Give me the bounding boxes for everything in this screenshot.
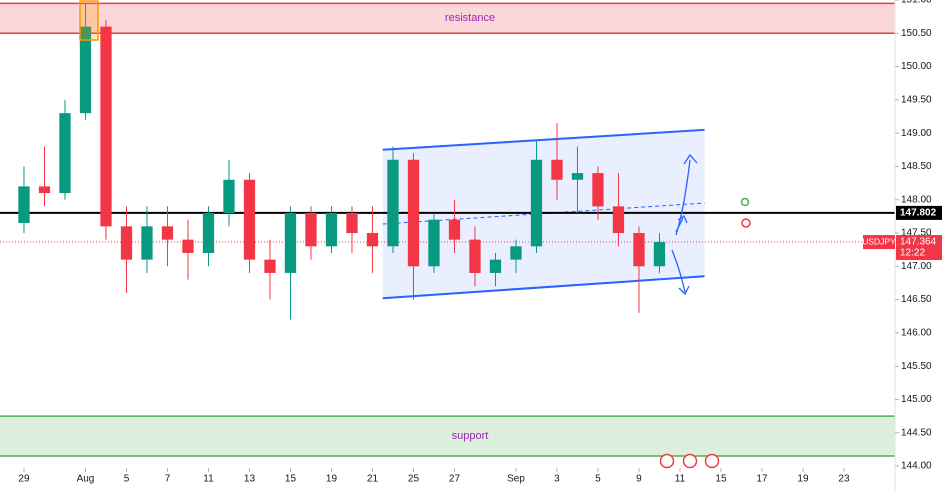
candle-body [284, 213, 297, 273]
x-tick-label: Aug [77, 474, 95, 485]
x-tick-label: 9 [636, 474, 642, 485]
candle-body [264, 259, 276, 273]
arrow-down [671, 249, 690, 296]
y-tick-label: 148.50 [901, 161, 932, 172]
candle-body [223, 179, 235, 214]
symbol-label: USDJPY [862, 236, 896, 246]
x-tick-label: Sep [507, 474, 525, 485]
candle-body [633, 233, 645, 267]
candle-body [243, 179, 256, 260]
candle-body [366, 233, 379, 247]
x-tick-label: 15 [715, 474, 727, 485]
candle-body [325, 213, 338, 247]
y-tick-label: 144.00 [901, 461, 932, 472]
x-tick-label: 19 [326, 474, 338, 485]
candle-body [202, 213, 215, 253]
x-tick-label: 29 [18, 474, 30, 485]
candle-body [18, 186, 30, 224]
y-tick-label: 150.00 [901, 61, 932, 72]
x-tick-label: 15 [285, 474, 297, 485]
candle-body [161, 226, 174, 240]
y-tick-label: 146.50 [901, 294, 932, 305]
y-tick-label: 144.50 [901, 427, 932, 438]
candle-body [182, 239, 194, 253]
channel-lower [382, 275, 705, 300]
zone [0, 3, 895, 34]
y-tick-label: 145.50 [901, 361, 932, 372]
candle-body [305, 213, 317, 247]
candle-body [551, 159, 563, 180]
candle-body [346, 213, 358, 233]
flag [704, 453, 720, 469]
candle-body [79, 26, 92, 114]
zone-label: support [452, 430, 489, 442]
x-tick-label: 19 [797, 474, 809, 485]
last-price-label: 147.364 [900, 237, 937, 248]
annotations [79, 0, 751, 469]
candle-body [407, 159, 420, 267]
event-flags [659, 453, 720, 469]
last-price-box [896, 235, 942, 261]
flag [682, 453, 698, 469]
candle-body [387, 159, 399, 247]
y-tick-label: 149.00 [901, 128, 932, 139]
y-tick-label: 146.00 [901, 327, 932, 338]
candle-body [489, 259, 502, 273]
candle-body [448, 219, 461, 240]
candle-body [571, 173, 584, 180]
x-tick-label: 17 [756, 474, 768, 485]
overlays: resistance support [0, 2, 895, 457]
candle-body [59, 113, 71, 194]
y-tick-label: 147.00 [901, 261, 932, 272]
candle-body [100, 26, 112, 227]
x-tick-label: 11 [675, 474, 686, 485]
x-tick-label: 3 [554, 474, 560, 485]
candle-body [141, 226, 153, 260]
arrow-small [675, 215, 688, 233]
x-tick-label: 5 [124, 474, 130, 485]
candle-body [653, 242, 666, 267]
candles [18, 3, 666, 320]
channel-upper [382, 128, 705, 151]
x-tick-label: 7 [165, 474, 171, 485]
green-marker [740, 197, 750, 207]
x-tick-label: 27 [449, 474, 461, 485]
red-marker [741, 218, 751, 228]
y-tick-label: 150.50 [901, 28, 932, 39]
y-tick-label: 151.00 [901, 0, 932, 6]
axis: 144.00 144.50 145.00 145.50 146.00 146.50 147.… [18, 0, 942, 485]
x-tick-label: 23 [838, 474, 850, 485]
candle-body [530, 159, 543, 247]
highlight-box [79, 0, 99, 41]
y-tick-label: 148.00 [901, 194, 932, 205]
level-label-box [896, 205, 942, 220]
arrows [671, 153, 698, 296]
candle-body [592, 173, 604, 207]
y-tick-label: 145.00 [901, 394, 932, 405]
x-tick-label: 25 [408, 474, 420, 485]
x-tick-label: 21 [367, 474, 379, 485]
x-tick-label: 11 [203, 474, 214, 485]
y-tick-label: 147.50 [901, 228, 932, 239]
candle-body [469, 239, 481, 273]
zone-label: resistance [445, 12, 495, 24]
zone [0, 416, 895, 457]
x-tick-label: 5 [595, 474, 601, 485]
candle-body [428, 219, 440, 267]
candle-body [38, 186, 51, 194]
symbol-label-box [863, 235, 895, 250]
flag [659, 453, 675, 469]
candle-body [612, 206, 625, 233]
candle-body [120, 226, 133, 260]
x-tick-label: 13 [244, 474, 256, 485]
last-time-label: 12:22 [900, 248, 925, 259]
y-tick-label: 149.50 [901, 94, 932, 105]
candle-body [510, 246, 522, 260]
level-label: 147.802 [900, 208, 937, 219]
